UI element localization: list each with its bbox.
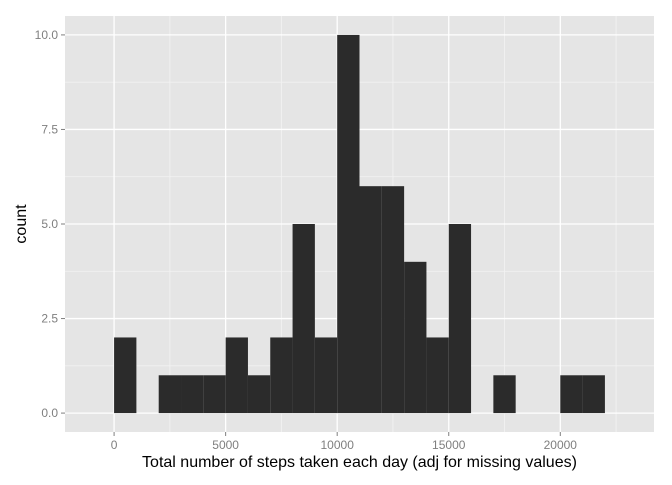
x-tick-label: 10000 <box>321 438 355 452</box>
x-tick-label: 5000 <box>212 438 239 452</box>
x-axis-ticks: 0 5000 10000 15000 20000 <box>111 432 578 452</box>
y-tick-label: 2.5 <box>41 312 58 326</box>
histogram-bar <box>181 375 204 414</box>
histogram-bar <box>203 375 226 414</box>
histogram-bar <box>493 375 516 414</box>
histogram-bars <box>114 34 605 414</box>
y-axis-title: count <box>13 204 30 244</box>
x-tick-label: 15000 <box>432 438 466 452</box>
histogram-bar <box>337 34 360 414</box>
histogram-bar <box>270 337 293 414</box>
histogram-bar <box>426 337 449 414</box>
x-tick-label: 0 <box>111 438 118 452</box>
y-tick-label: 10.0 <box>35 28 59 42</box>
y-tick-label: 5.0 <box>41 217 58 231</box>
histogram-bar <box>404 261 427 414</box>
histogram-bar <box>582 375 605 414</box>
histogram-bar <box>314 337 338 414</box>
y-axis-ticks: 0.0 2.5 5.0 7.5 10.0 <box>35 28 65 420</box>
histogram-bar <box>247 375 271 414</box>
histogram-bar <box>225 337 248 414</box>
y-tick-label: 0.0 <box>41 406 58 420</box>
histogram-bar <box>114 337 137 414</box>
histogram-bar <box>448 224 472 414</box>
x-tick-label: 20000 <box>544 438 578 452</box>
x-axis-title: Total number of steps taken each day (ad… <box>142 454 577 471</box>
histogram-bar <box>292 224 315 414</box>
y-tick-label: 7.5 <box>41 122 58 136</box>
histogram-bar <box>560 375 583 414</box>
histogram-bar <box>158 375 182 414</box>
histogram-bar <box>359 186 382 414</box>
histogram-bar <box>381 186 405 414</box>
